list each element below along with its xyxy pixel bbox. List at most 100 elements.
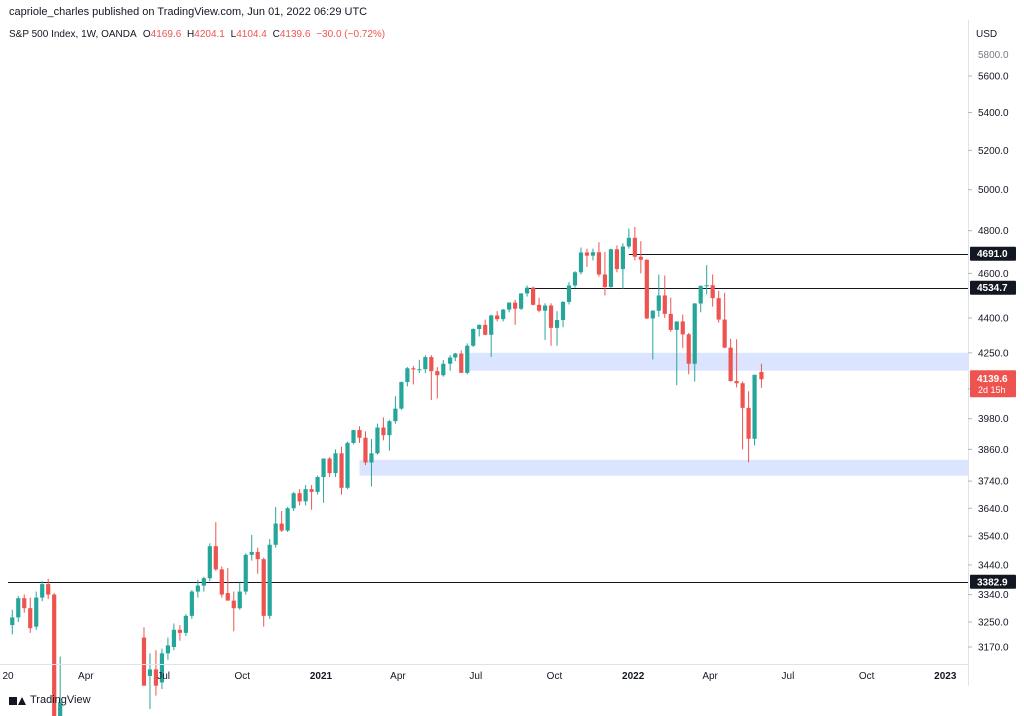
candle <box>566 282 572 305</box>
candle-body <box>411 368 416 370</box>
candle-body <box>303 489 308 502</box>
candle-body <box>363 437 368 463</box>
candle <box>501 308 506 322</box>
candle <box>405 367 410 387</box>
candle <box>620 243 625 289</box>
candle <box>219 566 224 598</box>
candle-body <box>722 319 727 348</box>
candle-body <box>453 353 458 358</box>
candle <box>644 259 649 320</box>
candle <box>740 381 745 450</box>
candle <box>339 446 344 495</box>
y-tick-label: 3440.0 <box>978 560 1009 571</box>
candle <box>399 381 404 410</box>
candle-body <box>207 546 212 579</box>
candle <box>177 625 182 641</box>
candle-body <box>237 591 242 609</box>
open-value: 4169.6 <box>150 29 182 40</box>
candle-body <box>759 371 764 380</box>
candle <box>578 247 584 275</box>
candle-body <box>548 305 554 328</box>
candle-body <box>273 523 278 545</box>
candle <box>722 292 727 349</box>
candle <box>46 578 51 600</box>
candle <box>716 290 721 323</box>
candle-body <box>297 493 302 502</box>
symbol-name: S&P 500 Index, 1W, OANDA <box>9 29 137 40</box>
candle-body <box>423 357 428 370</box>
candle <box>189 590 194 619</box>
candle <box>448 355 453 371</box>
candle-body <box>740 383 745 408</box>
candle-body <box>578 252 584 273</box>
candle <box>477 324 482 337</box>
candle <box>471 328 476 347</box>
candle-body <box>507 302 512 310</box>
y-tick-label: 5000.0 <box>978 185 1009 196</box>
candle <box>728 338 733 382</box>
candle-body <box>399 382 404 409</box>
candle <box>668 297 673 332</box>
x-tick-label: Apr <box>702 671 718 682</box>
candle <box>759 363 764 388</box>
y-tick-top: 5800.0 <box>978 50 1009 61</box>
publish-line: capriole_charles published on TradingVie… <box>9 6 368 18</box>
candle <box>411 365 416 385</box>
x-tick-label: Jul <box>782 671 795 682</box>
candle-body <box>189 591 194 616</box>
candle-body <box>536 304 542 311</box>
candle-body <box>448 357 453 364</box>
candle <box>40 581 45 602</box>
candle-body <box>28 608 33 629</box>
candle-body <box>686 334 691 364</box>
candle <box>459 350 464 374</box>
tradingview-footer[interactable]: TradingView <box>9 694 91 706</box>
y-tick-label: 3740.0 <box>978 477 1009 488</box>
candle <box>548 303 554 346</box>
y-tick-label: 4100.0 <box>978 384 1009 395</box>
candle <box>519 293 524 311</box>
candle <box>650 310 655 360</box>
x-tick-label: 2022 <box>622 671 645 682</box>
candle-body <box>183 615 188 633</box>
price-badges: 4691.0 4534.7 3382.9 4139.62d 15h <box>970 246 1016 589</box>
candle <box>213 522 218 571</box>
y-tick-label: 3340.0 <box>978 590 1009 601</box>
candle <box>28 597 33 633</box>
time-axis: 20 Apr Jul Oct 2021 Apr Jul Oct 2022 Apr Jul Oct 202… <box>2 671 956 682</box>
candle-body <box>746 407 751 439</box>
low-label: L <box>230 29 237 40</box>
level-badge <box>970 280 1016 295</box>
candle <box>465 343 470 375</box>
candle-body <box>590 252 596 256</box>
change-value: −30.0 (−0.72%) <box>316 29 386 40</box>
open-label: O <box>142 29 151 40</box>
y-tick-label: 4250.0 <box>978 348 1009 359</box>
high-value: 4204.1 <box>194 29 225 40</box>
candle <box>536 297 542 313</box>
candle <box>584 248 590 267</box>
y-tick-label: 5600.0 <box>978 72 1009 83</box>
y-tick-label: 3860.0 <box>978 445 1009 456</box>
candle <box>489 314 494 357</box>
candle-body <box>147 669 153 676</box>
candle-body <box>471 329 476 346</box>
support-zones <box>359 352 968 476</box>
candle <box>249 534 254 561</box>
candle <box>746 391 751 463</box>
candle-body <box>279 523 284 531</box>
candle-body <box>489 315 494 335</box>
candle-body <box>333 453 338 474</box>
candle <box>34 591 39 630</box>
candle-body <box>357 430 362 438</box>
candle <box>297 489 302 506</box>
y-tick-label: 3170.0 <box>978 643 1009 654</box>
candle-body <box>752 374 757 439</box>
zone-band <box>359 459 968 476</box>
x-tick-label: Jul <box>157 671 170 682</box>
last-price-label: 4139.6 <box>977 374 1008 385</box>
candle <box>530 286 536 306</box>
candle-body <box>614 249 619 270</box>
candle-body <box>501 309 506 320</box>
